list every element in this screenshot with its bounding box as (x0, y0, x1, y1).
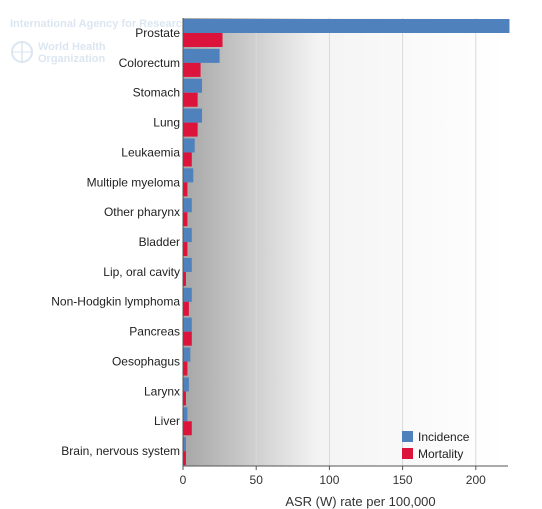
category-label: Prostate (135, 26, 180, 40)
who-watermark-line1: World Health (38, 41, 106, 53)
incidence-bar[interactable] (183, 138, 195, 153)
incidence-bar[interactable] (183, 257, 192, 272)
mortality-bar[interactable] (183, 301, 189, 316)
category-label: Lip, oral cavity (103, 265, 180, 279)
category-label: Oesophagus (112, 354, 180, 368)
incidence-bar[interactable] (183, 78, 203, 93)
category-label: Larynx (144, 384, 180, 398)
x-tick-label: 50 (250, 473, 264, 487)
mortality-bar[interactable] (183, 182, 188, 197)
mortality-bar[interactable] (183, 391, 186, 406)
x-tick-label: 100 (319, 473, 339, 487)
category-label: Liver (154, 414, 180, 428)
incidence-bar[interactable] (183, 407, 188, 422)
mortality-bar[interactable] (183, 242, 188, 257)
mortality-bar[interactable] (183, 331, 192, 346)
category-label: Multiple myeloma (87, 175, 181, 189)
incidence-bar[interactable] (183, 377, 189, 392)
legend-mortality-label[interactable]: Mortality (418, 447, 463, 461)
x-axis: 0 50 100 150 200 (180, 18, 508, 487)
category-label: Stomach (133, 86, 180, 100)
category-label: Pancreas (129, 325, 180, 339)
incidence-bar[interactable] (183, 108, 203, 123)
legend[interactable]: Incidence Mortality (402, 430, 470, 461)
category-label: Brain, nervous system (61, 444, 180, 458)
mortality-bar[interactable] (183, 451, 186, 466)
plot-area (183, 18, 508, 466)
category-label: Lung (153, 116, 180, 130)
x-axis-title: ASR (W) rate per 100,000 (285, 494, 435, 509)
incidence-bar[interactable] (183, 228, 192, 243)
mortality-bar[interactable] (183, 421, 192, 436)
incidence-bar[interactable] (183, 198, 192, 213)
incidence-bar[interactable] (183, 19, 510, 33)
x-tick-label: 0 (180, 473, 187, 487)
who-emblem-icon (11, 41, 33, 63)
mortality-bar[interactable] (183, 152, 192, 167)
who-watermark-line2: Organization (38, 53, 106, 65)
bars (183, 19, 510, 466)
mortality-bar[interactable] (183, 122, 198, 137)
incidence-bar[interactable] (183, 168, 194, 183)
mortality-bar[interactable] (183, 212, 188, 227)
category-label: Bladder (139, 235, 180, 249)
incidence-bar[interactable] (183, 437, 186, 452)
mortality-bar[interactable] (183, 271, 186, 286)
category-labels: Prostate Colorectum Stomach Lung Leukaemia Mu… (51, 26, 180, 458)
legend-incidence-label[interactable]: Incidence (418, 430, 470, 444)
incidence-bar[interactable] (183, 317, 192, 332)
mortality-bar[interactable] (183, 361, 188, 376)
legend-mortality-swatch (402, 448, 413, 459)
category-label: Other pharynx (104, 205, 180, 219)
incidence-bar[interactable] (183, 287, 192, 302)
gridlines (255, 18, 477, 466)
x-tick-label: 200 (466, 473, 486, 487)
mortality-bar[interactable] (183, 62, 201, 77)
category-label: Colorectum (119, 56, 180, 70)
category-label: Non-Hodgkin lymphoma (51, 295, 180, 309)
legend-incidence-swatch (402, 431, 413, 442)
category-label: Leukaemia (121, 145, 180, 159)
mortality-bar[interactable] (183, 33, 223, 47)
x-tick-label: 150 (393, 473, 413, 487)
mortality-bar[interactable] (183, 92, 198, 107)
incidence-bar[interactable] (183, 48, 220, 63)
incidence-bar[interactable] (183, 347, 191, 362)
